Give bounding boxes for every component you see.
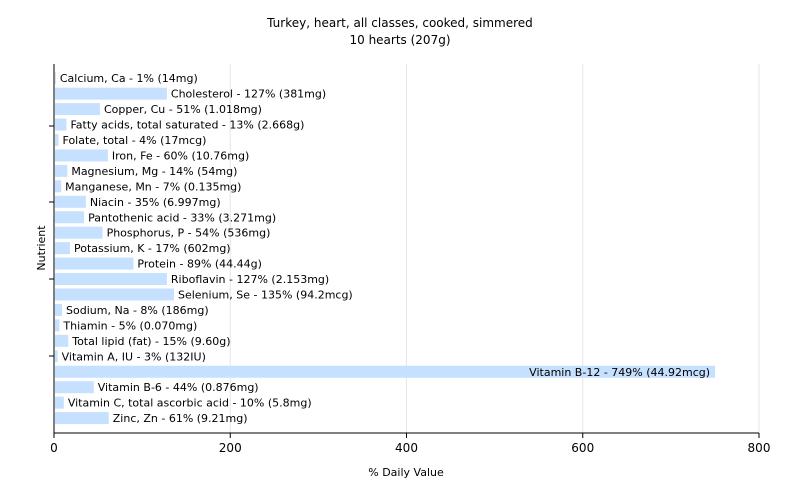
bar-label: Vitamin B-12 - 749% (44.92mcg) bbox=[529, 366, 710, 379]
x-axis-title: % Daily Value bbox=[368, 466, 444, 479]
x-ticks: 0 200 400 600 800 bbox=[50, 433, 770, 455]
bar bbox=[55, 381, 94, 394]
bar bbox=[55, 195, 86, 208]
x-tick-label: 800 bbox=[748, 441, 771, 455]
bar-label: Selenium, Se - 135% (94.2mcg) bbox=[178, 289, 353, 302]
bar-label: Phosphorus, P - 54% (536mg) bbox=[107, 227, 271, 240]
bar bbox=[55, 257, 134, 270]
bar bbox=[55, 149, 108, 162]
x-tick-label: 200 bbox=[219, 441, 242, 455]
bar-label: Pantothenic acid - 33% (3.271mg) bbox=[88, 211, 276, 224]
bar bbox=[55, 288, 174, 301]
chart-subtitle: 10 hearts (207g) bbox=[349, 33, 450, 47]
bar-label: Magnesium, Mg - 14% (54mg) bbox=[71, 165, 237, 178]
bar bbox=[55, 334, 69, 347]
bar bbox=[55, 226, 103, 239]
bar bbox=[55, 134, 59, 146]
bar bbox=[55, 396, 64, 409]
bar-label: Vitamin A, IU - 3% (132IU) bbox=[62, 350, 206, 363]
bar bbox=[55, 412, 109, 425]
bar-label: Vitamin C, total ascorbic acid - 10% (5.… bbox=[68, 397, 312, 410]
bar bbox=[55, 319, 60, 332]
chart-title: Turkey, heart, all classes, cooked, simm… bbox=[266, 16, 533, 30]
bar bbox=[55, 87, 167, 100]
bar bbox=[55, 350, 58, 363]
y-axis-title: Nutrient bbox=[35, 225, 48, 271]
bars: Calcium, Ca - 1% (14mg) Cholesterol - 127… bbox=[55, 72, 716, 425]
bar-label: Iron, Fe - 60% (10.76mg) bbox=[112, 149, 249, 162]
x-tick-label: 400 bbox=[395, 441, 418, 455]
bar-label: Potassium, K - 17% (602mg) bbox=[74, 242, 231, 255]
bar bbox=[55, 118, 67, 131]
bar-label: Niacin - 35% (6.997mg) bbox=[90, 196, 221, 209]
bar bbox=[55, 164, 68, 177]
bar-label: Fatty acids, total saturated - 13% (2.66… bbox=[70, 119, 304, 132]
bar-label: Thiamin - 5% (0.070mg) bbox=[62, 319, 197, 332]
bar bbox=[55, 303, 63, 316]
bar-label: Zinc, Zn - 61% (9.21mg) bbox=[113, 412, 248, 425]
bar bbox=[55, 180, 62, 193]
bar bbox=[55, 273, 167, 286]
bar bbox=[55, 72, 56, 85]
bar-label: Total lipid (fat) - 15% (9.60g) bbox=[71, 335, 230, 348]
x-tick-label: 0 bbox=[50, 441, 58, 455]
bar bbox=[55, 242, 70, 255]
bar bbox=[55, 365, 716, 378]
bar-label: Copper, Cu - 51% (1.018mg) bbox=[104, 103, 262, 116]
bar-label: Sodium, Na - 8% (186mg) bbox=[66, 304, 209, 317]
bar-label: Calcium, Ca - 1% (14mg) bbox=[60, 72, 198, 85]
bar-label: Manganese, Mn - 7% (0.135mg) bbox=[65, 180, 241, 193]
bar-label: Vitamin B-6 - 44% (0.876mg) bbox=[98, 381, 259, 394]
bar-label: Protein - 89% (44.44g) bbox=[137, 258, 262, 271]
bar-label: Cholesterol - 127% (381mg) bbox=[171, 88, 326, 101]
bar bbox=[55, 211, 85, 224]
bar bbox=[55, 103, 100, 116]
bar-label: Riboflavin - 127% (2.153mg) bbox=[171, 273, 329, 286]
x-tick-label: 600 bbox=[571, 441, 594, 455]
bar-label: Folate, total - 4% (17mcg) bbox=[63, 134, 207, 147]
